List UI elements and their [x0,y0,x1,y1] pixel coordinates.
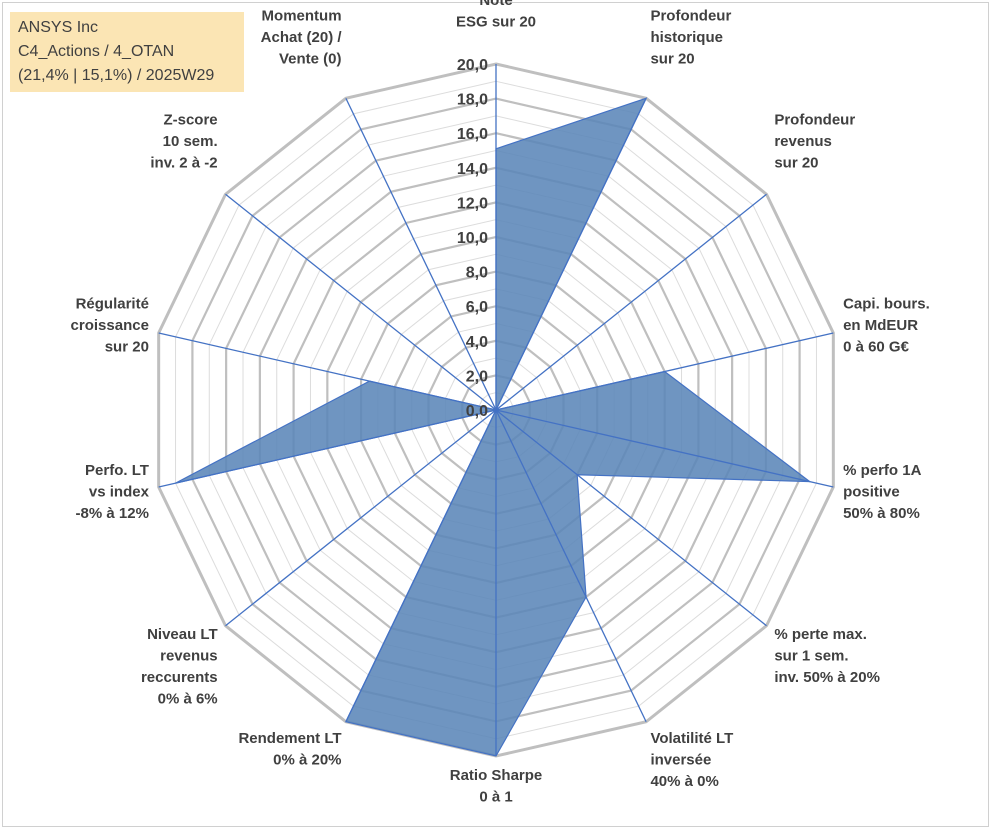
tick-label: 4,0 [466,334,488,351]
info-box: ANSYS Inc C4_Actions / 4_OTAN (21,4% | 1… [10,12,244,92]
tick-label: 2,0 [466,368,488,385]
category-label-6: Volatilité LT inversée 40% à 0% [650,730,733,790]
tick-label: 6,0 [466,299,488,316]
tick-label: 0,0 [466,403,488,420]
category-label-12: Z-score 10 sem. inv. 2 à -2 [150,111,217,171]
spoke-13 [345,97,497,411]
category-label-11: Régularité croissance sur 20 [71,296,149,356]
category-label-1: Profondeur historique sur 20 [650,8,731,68]
radar-tick-labels: 0,0 2,0 4,0 6,0 8,0 10,0 12,0 14,0 16,0 18,0 20,0 [457,57,488,420]
category-label-2: Profondeur revenus sur 20 [774,111,855,171]
spoke-4 [495,409,834,488]
category-label-7: Ratio Sharpe 0 à 1 [450,767,543,806]
category-label-0: Note ESG sur 20 [456,0,536,31]
category-label-13: Momentum Achat (20) / Vente (0) [261,8,343,68]
category-label-5: % perte max. sur 1 sem. inv. 50% à 20% [774,626,880,686]
tick-label: 20,0 [457,57,488,74]
spoke-9 [225,409,497,627]
info-company-name: ANSYS Inc [18,19,99,36]
category-label-8: Rendement LT 0% à 20% [238,730,341,769]
tick-label: 14,0 [457,161,488,178]
spoke-2 [495,193,767,411]
spoke-10 [158,409,497,488]
radar-category-labels: Note ESG sur 20 Profondeur historique sur 20… [71,0,930,806]
spoke-11 [158,332,497,411]
info-category: C4_Actions / 4_OTAN [18,43,175,60]
radar-spokes [158,64,834,756]
category-label-9: Niveau LT revenus reccurents 0% à 6% [141,626,218,708]
spoke-6 [495,409,647,723]
info-stats-week: (21,4% | 15,1%) / 2025W29 [18,67,215,84]
spoke-5 [495,409,767,627]
category-label-3: Capi. bours. en MdEUR 0 à 60 G€ [843,296,930,356]
tick-label: 8,0 [466,265,488,282]
tick-label: 18,0 [457,92,488,109]
tick-label: 12,0 [457,195,488,212]
tick-label: 16,0 [457,126,488,143]
spoke-3 [495,332,834,411]
spoke-8 [345,409,497,723]
tick-label: 10,0 [457,230,488,247]
spoke-1 [495,97,647,411]
spoke-12 [225,193,497,411]
category-label-4: % perfo 1A positive 50% à 80% [843,462,922,522]
category-label-10: Perfo. LT vs index -8% à 12% [76,462,150,522]
